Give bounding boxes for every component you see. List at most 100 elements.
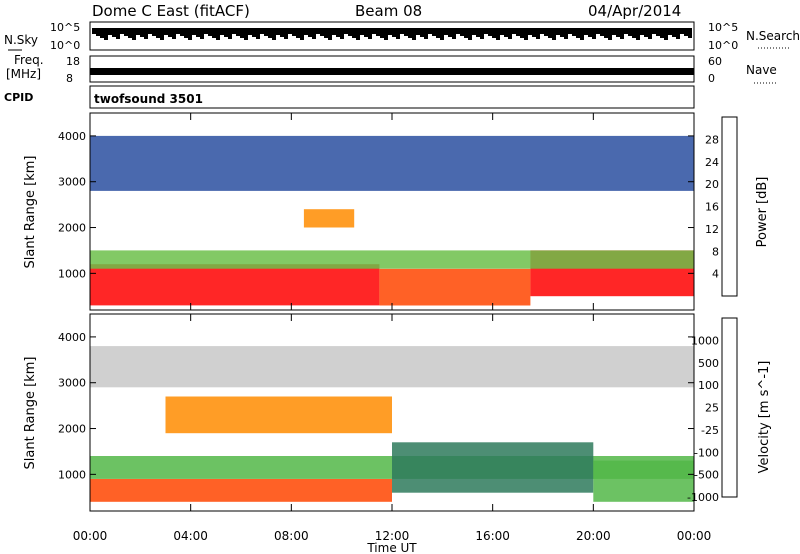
- x-tick-label: 16:00: [475, 529, 510, 543]
- noise-trace-segment: [600, 28, 604, 36]
- noise-trace-segment: [136, 28, 140, 35]
- noise-trace-segment: [476, 28, 480, 37]
- noise-trace-segment: [152, 28, 156, 36]
- noise-trace-segment: [456, 28, 460, 34]
- noise-trace-segment: [448, 28, 452, 37]
- noise-trace-segment: [376, 28, 380, 36]
- noise-trace-segment: [612, 28, 616, 35]
- power-colorbar: 28 24 20 16 12 8 4: [705, 116, 738, 297]
- noise-trace-segment: [520, 28, 524, 38]
- noise-trace-segment: [436, 28, 440, 38]
- velocity-colorbar-tick: -500: [694, 469, 719, 482]
- noise-trace-segment: [292, 28, 296, 36]
- noise-trace-segment: [288, 28, 292, 34]
- noise-trace-segment: [516, 28, 520, 36]
- noise-trace-segment: [472, 28, 476, 35]
- noise-trace-segment: [492, 28, 496, 38]
- velocity-echo-band: [165, 396, 392, 434]
- noise-trace-segment: [92, 28, 96, 34]
- noise-left-label: N.Sky: [4, 33, 38, 47]
- noise-trace-segment: [452, 28, 456, 39]
- noise-trace-segment: [396, 28, 400, 39]
- noise-trace-segment: [364, 28, 368, 37]
- velocity-colorbar-label: Velocity [m s^-1]: [757, 361, 772, 474]
- noise-trace-segment: [404, 28, 408, 36]
- velocity-y-tick-label: 1000: [58, 468, 86, 481]
- noise-trace-segment: [208, 28, 212, 36]
- power-y-tick-label: 3000: [58, 176, 86, 189]
- noise-trace-segment: [324, 28, 328, 38]
- power-colorbar-label: Power [dB]: [755, 177, 770, 248]
- noise-trace-segment: [628, 28, 632, 36]
- noise-trace-segment: [552, 28, 556, 40]
- velocity-echo-band: [90, 346, 694, 388]
- velocity-y-axis: 1000 2000 3000 4000: [58, 331, 694, 481]
- noise-trace-segment: [500, 28, 504, 35]
- x-tick-label: 12:00: [375, 529, 410, 543]
- noise-trace-segment: [556, 28, 560, 35]
- noise-trace-segment: [260, 28, 264, 34]
- noise-trace-segment: [188, 28, 192, 40]
- noise-trace-segment: [604, 28, 608, 38]
- power-colorbar-tick: 20: [705, 178, 719, 191]
- power-colorbar-tick: 16: [705, 201, 719, 214]
- velocity-echo-band: [593, 460, 694, 502]
- noise-trace-segment: [644, 28, 648, 37]
- noise-trace-segment: [368, 28, 372, 39]
- noise-trace-segment: [236, 28, 240, 36]
- noise-panel: N.Sky 10^5 10^0 10^5 10^0 N.Search: [4, 21, 800, 52]
- velocity-y-tick-label: 2000: [58, 423, 86, 436]
- x-tick-label: 08:00: [274, 529, 309, 543]
- freq-right-tick-top: 60: [708, 55, 722, 68]
- velocity-echo-band: [392, 442, 594, 493]
- noise-trace-segment: [580, 28, 584, 40]
- noise-trace-segment: [192, 28, 196, 35]
- noise-trace-segment: [408, 28, 412, 38]
- noise-trace-segment: [572, 28, 576, 36]
- noise-trace-segment: [296, 28, 300, 38]
- beam-title: Beam 08: [355, 2, 422, 20]
- noise-trace-segment: [532, 28, 536, 37]
- power-echo-band: [303, 209, 355, 228]
- velocity-colorbar-tick: -25: [701, 424, 719, 437]
- noise-trace-segment: [608, 28, 612, 40]
- noise-trace-segment: [440, 28, 444, 40]
- noise-trace-segment: [220, 28, 224, 35]
- noise-trace-segment: [668, 28, 672, 35]
- noise-trace-segment: [320, 28, 324, 36]
- power-echo-band: [90, 135, 694, 191]
- noise-trace-segment: [272, 28, 276, 40]
- noise-trace-segment: [300, 28, 304, 40]
- power-colorbar-tick: 24: [705, 156, 719, 169]
- noise-trace-segment: [652, 28, 656, 34]
- noise-left-tick-top: 10^5: [50, 21, 80, 34]
- noise-trace-segment: [116, 28, 120, 39]
- velocity-y-tick-label: 3000: [58, 377, 86, 390]
- noise-trace-segment: [460, 28, 464, 36]
- noise-trace-segment: [388, 28, 392, 35]
- noise-trace-segment: [232, 28, 236, 34]
- noise-trace-segment: [560, 28, 564, 37]
- noise-trace-segment: [512, 28, 516, 34]
- noise-trace-segment: [484, 28, 488, 34]
- noise-trace-segment: [680, 28, 684, 34]
- noise-trace-segment: [648, 28, 652, 39]
- noise-trace-segment: [372, 28, 376, 34]
- noise-trace-segment: [596, 28, 600, 34]
- noise-trace-segment: [284, 28, 288, 39]
- noise-trace-segment: [176, 28, 180, 34]
- noise-trace-segment: [144, 28, 148, 39]
- power-bands: [90, 135, 694, 306]
- date-title: 04/Apr/2014: [588, 2, 681, 20]
- noise-trace-segment: [444, 28, 448, 35]
- noise-trace-segment: [428, 28, 432, 34]
- freq-trace: [90, 68, 694, 75]
- noise-trace-segment: [660, 28, 664, 38]
- noise-trace-segment: [496, 28, 500, 40]
- power-y-tick-label: 4000: [58, 130, 86, 143]
- velocity-colorbar-frame: [721, 317, 738, 498]
- noise-trace-segment: [124, 28, 128, 36]
- velocity-colorbar-tick: 25: [705, 402, 719, 415]
- noise-trace-segment: [112, 28, 116, 37]
- noise-trace-segment: [312, 28, 316, 39]
